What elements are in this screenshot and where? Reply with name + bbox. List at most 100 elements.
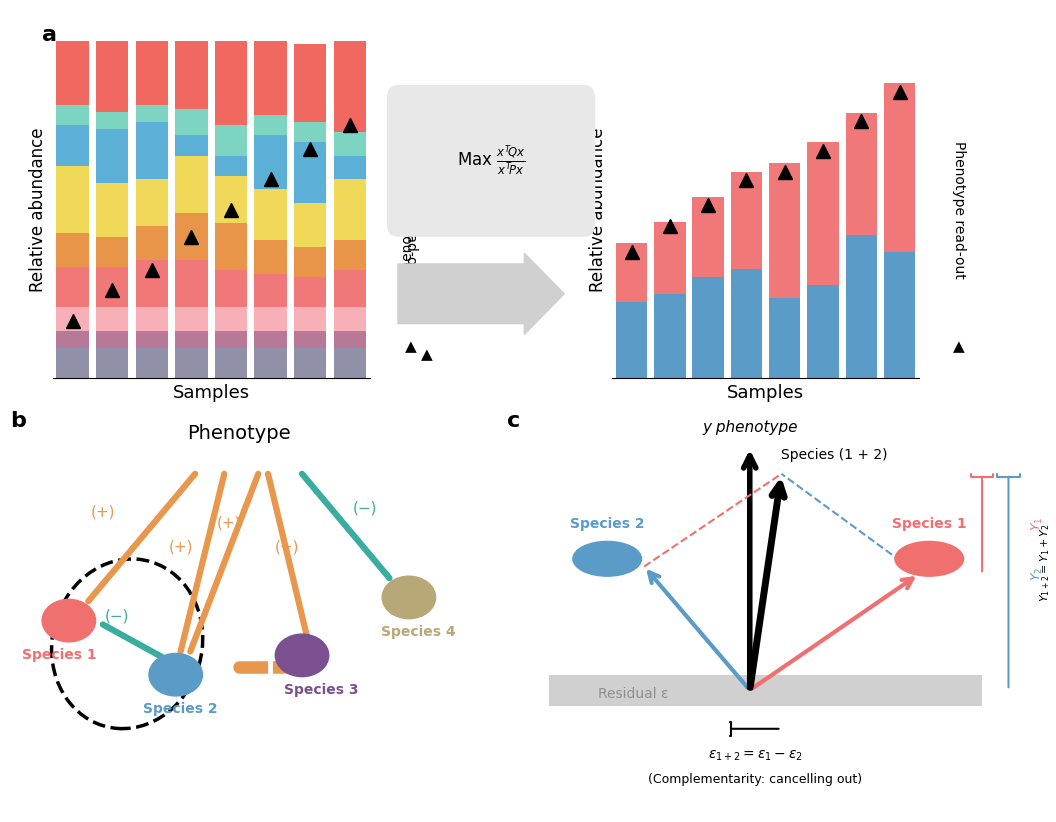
Bar [808,142,838,285]
Text: Max $\frac{x^T\!Qx}{x^T\!Px}$: Max $\frac{x^T\!Qx}{x^T\!Px}$ [456,144,526,178]
Bar [96,348,129,378]
Bar [294,203,326,247]
Bar [884,252,916,378]
Bar [334,307,366,331]
Bar [254,274,287,307]
Bar [731,269,762,378]
Circle shape [382,576,436,619]
Text: a: a [42,25,57,44]
Bar [56,307,89,331]
Bar [135,260,168,307]
Bar [175,213,208,260]
Circle shape [149,653,203,696]
Bar [294,348,326,378]
Text: ▲: ▲ [953,339,964,354]
Text: (+): (+) [276,539,300,554]
Bar [96,267,129,307]
Bar [214,125,247,155]
Bar [294,307,326,331]
Bar [214,41,247,125]
Bar [254,189,287,240]
Bar [56,331,89,348]
Text: Species 4: Species 4 [381,625,456,639]
FancyBboxPatch shape [549,675,982,705]
Text: Species 1: Species 1 [892,517,966,531]
Y-axis label: Relative abundance: Relative abundance [589,127,607,292]
Bar [56,233,89,267]
Bar [214,176,247,223]
Bar [56,348,89,378]
Bar [846,113,876,235]
Bar [334,155,366,179]
Bar [214,348,247,378]
Bar [175,41,208,109]
Bar [254,348,287,378]
Bar [254,307,287,331]
Bar [655,293,685,378]
Ellipse shape [572,542,642,576]
Bar [254,41,287,115]
Bar [334,179,366,240]
Bar [884,83,916,252]
Bar [96,331,129,348]
Bar [294,247,326,277]
Bar [693,277,723,378]
Text: Phenotype read-out: Phenotype read-out [403,141,418,279]
Bar [56,105,89,125]
Y-axis label: Relative abundance: Relative abundance [30,127,48,292]
Text: y phenotype: y phenotype [702,420,797,435]
Bar [175,260,208,307]
Bar [214,270,247,307]
Bar [175,348,208,378]
Bar [135,122,168,179]
Bar [334,348,366,378]
Bar [294,44,326,122]
FancyArrow shape [398,253,564,335]
Text: Species 2: Species 2 [144,702,218,716]
Bar [96,41,129,112]
Bar [846,235,876,378]
Bar [214,223,247,270]
Text: Species 3: Species 3 [284,683,359,697]
Text: Phenotype read-out: Phenotype read-out [400,141,415,279]
Bar [334,240,366,270]
Bar [56,125,89,166]
Text: $Y_{1+2} = Y_1 + Y_2$: $Y_{1+2} = Y_1 + Y_2$ [1038,524,1053,602]
Text: $Y_2$: $Y_2$ [1030,567,1044,581]
Text: ▲: ▲ [404,339,417,354]
Bar [96,182,129,237]
Bar [175,109,208,136]
Text: Species 1: Species 1 [22,649,96,663]
Bar [56,41,89,105]
Bar [135,307,168,331]
Bar [254,115,287,136]
Text: (+): (+) [91,505,115,520]
Bar [693,197,723,277]
Text: (−): (−) [106,608,130,624]
Text: (Complementarity: cancelling out): (Complementarity: cancelling out) [648,773,862,786]
Circle shape [276,634,328,677]
Bar [334,270,366,307]
Text: Residual ε: Residual ε [599,687,668,701]
Bar [96,112,129,129]
Text: b: b [11,411,26,431]
Bar [135,179,168,226]
Bar [96,307,129,331]
Bar [769,298,800,378]
X-axis label: Samples: Samples [172,384,250,402]
Text: $\varepsilon_{1+2} = \varepsilon_1 - \varepsilon_2$: $\varepsilon_{1+2} = \varepsilon_1 - \va… [708,748,803,763]
Bar [731,172,762,269]
Bar [96,129,129,182]
Bar [808,285,838,378]
Circle shape [42,599,96,642]
Text: Species 2: Species 2 [570,517,644,531]
X-axis label: Samples: Samples [727,384,805,402]
Bar [175,331,208,348]
Text: $Y_1$: $Y_1$ [1030,517,1044,531]
Bar [214,331,247,348]
Text: Species (1 + 2): Species (1 + 2) [781,448,887,462]
Text: Phenotype read-out: Phenotype read-out [951,141,965,279]
Bar [175,307,208,331]
Text: (+): (+) [216,516,242,531]
Text: c: c [507,411,521,431]
